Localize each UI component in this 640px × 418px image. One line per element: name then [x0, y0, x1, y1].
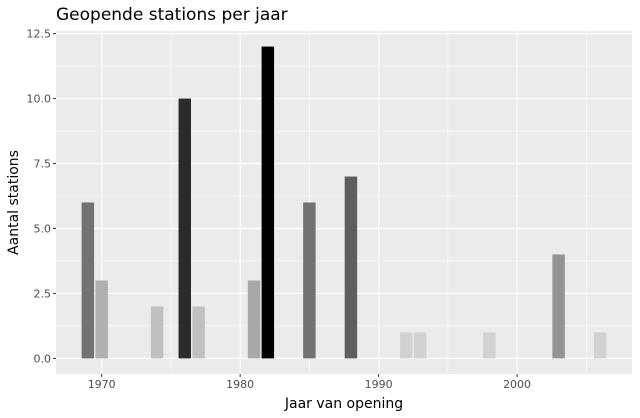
x-tick-label: 2000	[503, 378, 531, 391]
axis-ticks: 1970 1980 1990 2000 0.0 2.5 5.0 7.5 10.0 12.5	[27, 28, 532, 391]
bar	[192, 306, 205, 359]
y-tick-label: 5.0	[34, 222, 52, 235]
y-axis-title: Aantal stations	[6, 150, 22, 255]
y-tick-label: 12.5	[27, 28, 52, 41]
bar	[400, 332, 413, 359]
bar	[95, 280, 108, 359]
bars	[81, 46, 607, 359]
bar	[413, 332, 427, 359]
y-tick-label: 2.5	[34, 287, 52, 300]
chart-title: Geopende stations per jaar	[56, 5, 288, 25]
gridlines	[56, 31, 632, 374]
bar	[552, 254, 565, 359]
bar	[150, 306, 164, 359]
bar	[247, 280, 261, 359]
y-tick-label: 10.0	[27, 93, 52, 106]
y-tick-label: 7.5	[34, 158, 52, 171]
x-tick-label: 1970	[88, 378, 116, 391]
x-axis-title: Jaar van opening	[284, 396, 403, 412]
bar	[593, 332, 607, 359]
x-tick-label: 1990	[365, 378, 393, 391]
bar	[81, 202, 95, 359]
x-tick-label: 1980	[226, 378, 254, 391]
y-tick-label: 0.0	[34, 352, 52, 365]
bar	[178, 98, 191, 359]
plot-panel	[56, 31, 632, 374]
bar	[303, 202, 316, 359]
bar	[261, 46, 275, 359]
bar	[344, 176, 358, 359]
bar	[483, 332, 496, 359]
